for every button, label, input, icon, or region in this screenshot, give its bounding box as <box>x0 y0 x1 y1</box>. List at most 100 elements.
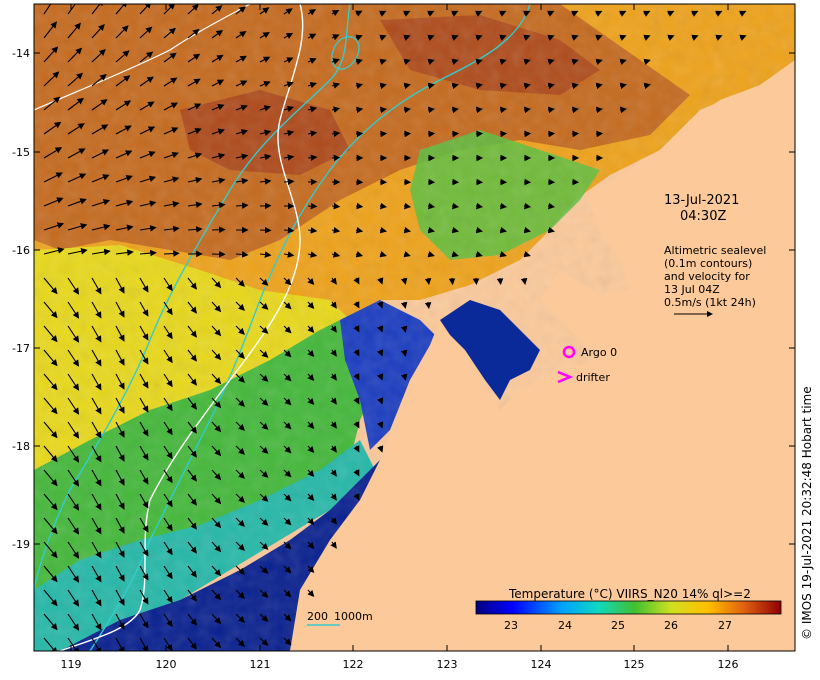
velocity-vector-icon <box>355 202 364 210</box>
velocity-vector-icon <box>187 4 199 15</box>
velocity-vector-icon <box>400 277 408 285</box>
velocity-vector-icon <box>235 104 248 111</box>
velocity-vector-icon <box>139 421 149 437</box>
x-tick-label: 124 <box>531 658 552 671</box>
velocity-vector-icon <box>259 81 271 88</box>
y-tick-label: -18 <box>12 440 30 453</box>
velocity-vector-icon <box>91 174 110 183</box>
velocity-vector-icon <box>187 277 197 290</box>
velocity-vector-icon <box>377 397 384 405</box>
velocity-vector-icon <box>43 197 64 207</box>
velocity-vector-icon <box>43 96 61 111</box>
land-peninsula-dark <box>440 300 540 400</box>
velocity-vector-icon <box>163 445 173 460</box>
velocity-vector-icon <box>330 517 337 525</box>
velocity-vector-icon <box>235 277 245 287</box>
velocity-vector-icon <box>187 201 203 209</box>
velocity-vector-icon <box>331 9 340 17</box>
velocity-vector-icon <box>475 82 483 90</box>
velocity-vector-icon <box>187 373 197 386</box>
velocity-vector-icon <box>211 128 225 135</box>
velocity-vector-icon <box>283 178 295 186</box>
velocity-vector-icon <box>235 153 249 160</box>
velocity-vector-icon <box>283 589 292 598</box>
velocity-vector-icon <box>259 325 269 334</box>
velocity-vector-icon <box>547 82 555 90</box>
velocity-vector-icon <box>403 34 411 41</box>
velocity-vector-icon <box>139 126 156 135</box>
velocity-vector-icon <box>259 129 272 136</box>
velocity-vector-icon <box>283 637 292 646</box>
velocity-vector-icon <box>427 58 435 65</box>
velocity-vector-icon <box>91 248 111 256</box>
scale-bar-label-1000: 1000m <box>334 610 373 623</box>
velocity-vector-icon <box>499 82 507 90</box>
velocity-vector-icon <box>307 106 318 113</box>
velocity-vector-icon <box>643 34 651 41</box>
velocity-vector-icon <box>400 373 408 381</box>
velocity-vector-icon <box>307 9 317 16</box>
velocity-vector-icon <box>67 173 87 183</box>
velocity-vector-icon <box>115 175 133 183</box>
velocity-vector-icon <box>403 58 411 65</box>
velocity-vector-icon <box>595 58 603 65</box>
velocity-vector-icon <box>353 469 360 477</box>
velocity-vector-icon <box>187 397 197 410</box>
velocity-vector-icon <box>259 301 269 310</box>
velocity-vector-icon <box>259 7 270 15</box>
velocity-vector-icon <box>235 469 245 479</box>
velocity-vector-icon <box>331 227 341 234</box>
velocity-vector-icon <box>307 57 317 64</box>
velocity-vector-icon <box>283 301 292 310</box>
velocity-vector-icon <box>403 130 412 138</box>
velocity-vector-icon <box>115 150 133 159</box>
velocity-vector-icon <box>379 130 388 138</box>
velocity-vector-icon <box>523 82 531 90</box>
velocity-vector-icon <box>451 226 459 234</box>
altimetry-legend-line: 13 Jul 04Z <box>664 283 720 296</box>
velocity-vector-icon <box>115 199 134 207</box>
velocity-vector-icon <box>307 301 315 310</box>
velocity-vector-icon <box>115 4 128 15</box>
altimetry-legend-line: (0.1m contours) <box>664 257 752 270</box>
velocity-vector-icon <box>163 325 173 340</box>
velocity-vector-icon <box>523 202 532 210</box>
velocity-vector-icon <box>67 469 80 487</box>
velocity-vector-icon <box>163 4 176 15</box>
velocity-vector-icon <box>91 223 111 231</box>
velocity-vector-icon <box>714 10 723 17</box>
velocity-vector-icon <box>283 421 292 430</box>
velocity-vector-icon <box>163 613 173 628</box>
velocity-vector-icon <box>139 445 149 461</box>
velocity-vector-icon <box>427 250 435 258</box>
velocity-vector-icon <box>331 130 341 138</box>
velocity-vector-icon <box>187 176 203 184</box>
velocity-vector-icon <box>451 250 459 258</box>
velocity-vector-icon <box>331 106 341 113</box>
velocity-vector-icon <box>235 30 247 39</box>
velocity-vector-icon <box>163 151 179 159</box>
velocity-vector-icon <box>115 445 125 462</box>
velocity-vector-icon <box>91 325 102 343</box>
velocity-vector-icon <box>91 4 104 15</box>
velocity-vector-icon <box>403 106 412 114</box>
axis-ticks <box>34 4 795 651</box>
velocity-vector-icon <box>377 277 384 285</box>
velocity-vector-icon <box>307 469 315 478</box>
velocity-vector-icon <box>211 349 222 361</box>
velocity-vector-icon <box>377 445 384 453</box>
velocity-vector-icon <box>139 151 156 159</box>
velocity-vector-icon <box>355 82 364 90</box>
velocity-vector-icon <box>259 589 269 598</box>
velocity-vector-icon <box>403 250 411 258</box>
velocity-vector-icon <box>115 100 132 111</box>
velocity-vector-icon <box>187 349 197 362</box>
velocity-vector-icon <box>283 81 294 88</box>
velocity-vector-icon <box>139 637 149 651</box>
velocity-vector-icon <box>499 34 507 41</box>
velocity-vector-icon <box>353 493 360 501</box>
velocity-vector-icon <box>355 130 364 138</box>
velocity-vector-icon <box>211 373 222 385</box>
velocity-vector-icon <box>43 4 52 15</box>
velocity-vector-icon <box>43 493 58 511</box>
